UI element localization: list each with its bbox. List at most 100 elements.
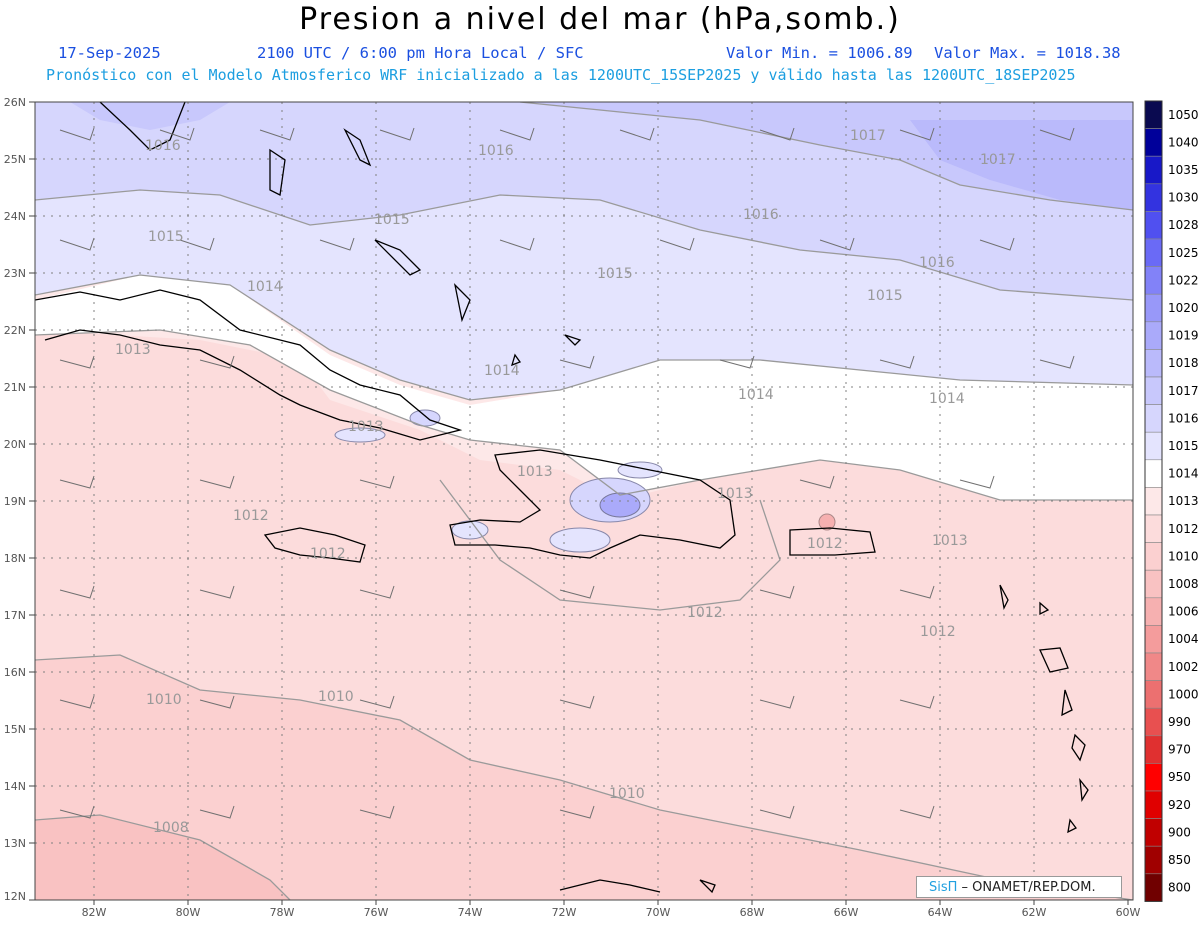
colorbar-label: 1013 <box>1168 494 1199 508</box>
isobar-label: 1015 <box>597 266 633 282</box>
lon-label: 76W <box>364 906 389 919</box>
colorbar-label: 1004 <box>1168 632 1199 646</box>
forecast-info: Pronóstico con el Modelo Atmosferico WRF… <box>46 66 1076 84</box>
lat-label: 16N <box>4 666 26 679</box>
colorbar-label: 1015 <box>1168 439 1199 453</box>
colorbar-swatch <box>1144 100 1163 129</box>
colorbar-label: 920 <box>1168 798 1191 812</box>
colorbar-label: 1012 <box>1168 522 1199 536</box>
colorbar-label: 1028 <box>1168 218 1199 232</box>
colorbar-swatch <box>1144 321 1163 350</box>
colorbar-label: 1020 <box>1168 301 1199 315</box>
colorbar-swatch <box>1144 487 1163 516</box>
colorbar-swatch <box>1144 238 1163 267</box>
isobar-label: 1013 <box>115 342 151 358</box>
colorbar-swatch <box>1144 707 1163 737</box>
colorbar-label: 1017 <box>1168 384 1199 398</box>
colorbar-label: 970 <box>1168 743 1191 757</box>
colorbar-swatch <box>1144 790 1163 819</box>
isobar-label: 1012 <box>687 605 723 621</box>
lat-label: 12N <box>4 890 26 903</box>
isobar-label: 1016 <box>478 143 514 159</box>
lat-label: 18N <box>4 552 26 565</box>
credit-text: – ONAMET/REP.DOM. <box>957 880 1096 895</box>
colorbar-label: 1010 <box>1168 549 1199 563</box>
time-label: 2100 UTC / 6:00 pm Hora Local / SFC <box>257 44 584 62</box>
lat-label: 19N <box>4 495 26 508</box>
colorbar-label: 800 <box>1168 881 1191 895</box>
isobar-label: 1010 <box>609 786 645 802</box>
isobar-label: 1013 <box>517 464 553 480</box>
sisteme-logo: SisΠ <box>929 880 958 895</box>
colorbar-label: 1022 <box>1168 273 1199 287</box>
isobar-label: 1013 <box>348 419 384 435</box>
colorbar-label: 1035 <box>1168 163 1199 177</box>
coastlines <box>35 102 1089 894</box>
isobar-label: 1016 <box>145 138 181 154</box>
lat-label: 23N <box>4 267 26 280</box>
colorbar-swatch <box>1144 128 1163 157</box>
lat-label: 25N <box>4 153 26 166</box>
isobar-label: 1017 <box>980 152 1016 168</box>
colorbar-swatch <box>1144 735 1163 764</box>
lat-label: 24N <box>4 210 26 223</box>
lon-label: 82W <box>82 906 107 919</box>
lat-label: 17N <box>4 609 26 622</box>
colorbar-label: 1040 <box>1168 135 1199 149</box>
colorbar-swatch <box>1144 569 1163 599</box>
lon-label: 74W <box>458 906 483 919</box>
colorbar-swatch <box>1144 266 1163 295</box>
colorbar-label: 1006 <box>1168 605 1199 619</box>
isobar-label: 1015 <box>374 212 410 228</box>
lat-label: 20N <box>4 438 26 451</box>
lon-label: 64W <box>928 906 953 919</box>
isobar-label: 1014 <box>738 387 774 403</box>
isobar-label: 1013 <box>932 533 968 549</box>
lon-label: 68W <box>740 906 765 919</box>
date-label: 17-Sep-2025 <box>58 44 161 62</box>
lat-label: 21N <box>4 381 26 394</box>
colorbar-label: 990 <box>1168 715 1191 729</box>
colorbar-swatch <box>1144 542 1163 571</box>
min-value-label: Valor Min. = 1006.89 <box>726 44 913 62</box>
isobar-label: 1014 <box>247 279 283 295</box>
lon-label: 72W <box>552 906 577 919</box>
isobar-label: 1012 <box>310 546 346 562</box>
map-title: Presion a nivel del mar (hPa,somb.) <box>299 2 901 37</box>
colorbar-swatch <box>1144 431 1163 461</box>
colorbar-label: 1019 <box>1168 329 1199 343</box>
isobar-label: 1017 <box>850 128 886 144</box>
colorbar-swatch <box>1144 376 1163 405</box>
colorbar-swatch <box>1144 514 1163 543</box>
colorbar-label: 1018 <box>1168 356 1199 370</box>
colorbar-swatch <box>1144 818 1163 847</box>
colorbar-swatch <box>1144 293 1163 323</box>
colorbar-swatch <box>1144 763 1163 792</box>
colorbar-swatch <box>1144 652 1163 681</box>
isobar-label: 1015 <box>148 229 184 245</box>
isobar-label: 1014 <box>484 363 520 379</box>
isobar-label: 1012 <box>233 508 269 524</box>
colorbar-label: 900 <box>1168 825 1191 839</box>
colorbar-swatch <box>1144 211 1163 240</box>
colorbar-swatch <box>1144 680 1163 709</box>
isobar-label: 1008 <box>153 820 189 836</box>
lon-label: 60W <box>1116 906 1141 919</box>
colorbar-label: 1030 <box>1168 191 1199 205</box>
max-value-label: Valor Max. = 1018.38 <box>934 44 1121 62</box>
colorbar-label: 850 <box>1168 853 1191 867</box>
lat-label: 13N <box>4 837 26 850</box>
lon-label: 80W <box>176 906 201 919</box>
pressure-fill: 1016 1016 1017 1017 1015 1015 1016 1016 … <box>35 102 1133 900</box>
colorbar-swatch <box>1144 597 1163 626</box>
lon-label: 62W <box>1022 906 1047 919</box>
credit-box: SisΠ – ONAMET/REP.DOM. <box>916 876 1122 898</box>
isobar-label: 1010 <box>146 692 182 708</box>
isobar-label: 1016 <box>743 207 779 223</box>
isobar-label: 1012 <box>920 624 956 640</box>
colorbar-label: 1025 <box>1168 246 1199 260</box>
colorbar-swatch <box>1144 183 1163 212</box>
isobar-label: 1012 <box>807 536 843 552</box>
isobar-label: 1010 <box>318 689 354 705</box>
